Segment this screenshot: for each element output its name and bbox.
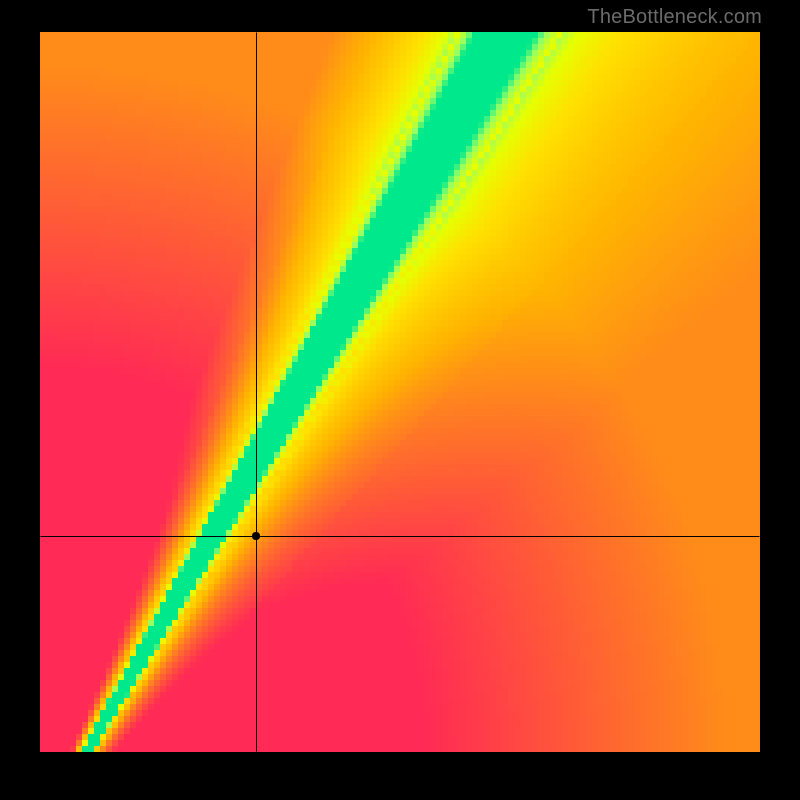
- bottleneck-heatmap: [40, 32, 760, 752]
- heatmap-canvas: [40, 32, 760, 752]
- watermark-text: TheBottleneck.com: [587, 6, 762, 29]
